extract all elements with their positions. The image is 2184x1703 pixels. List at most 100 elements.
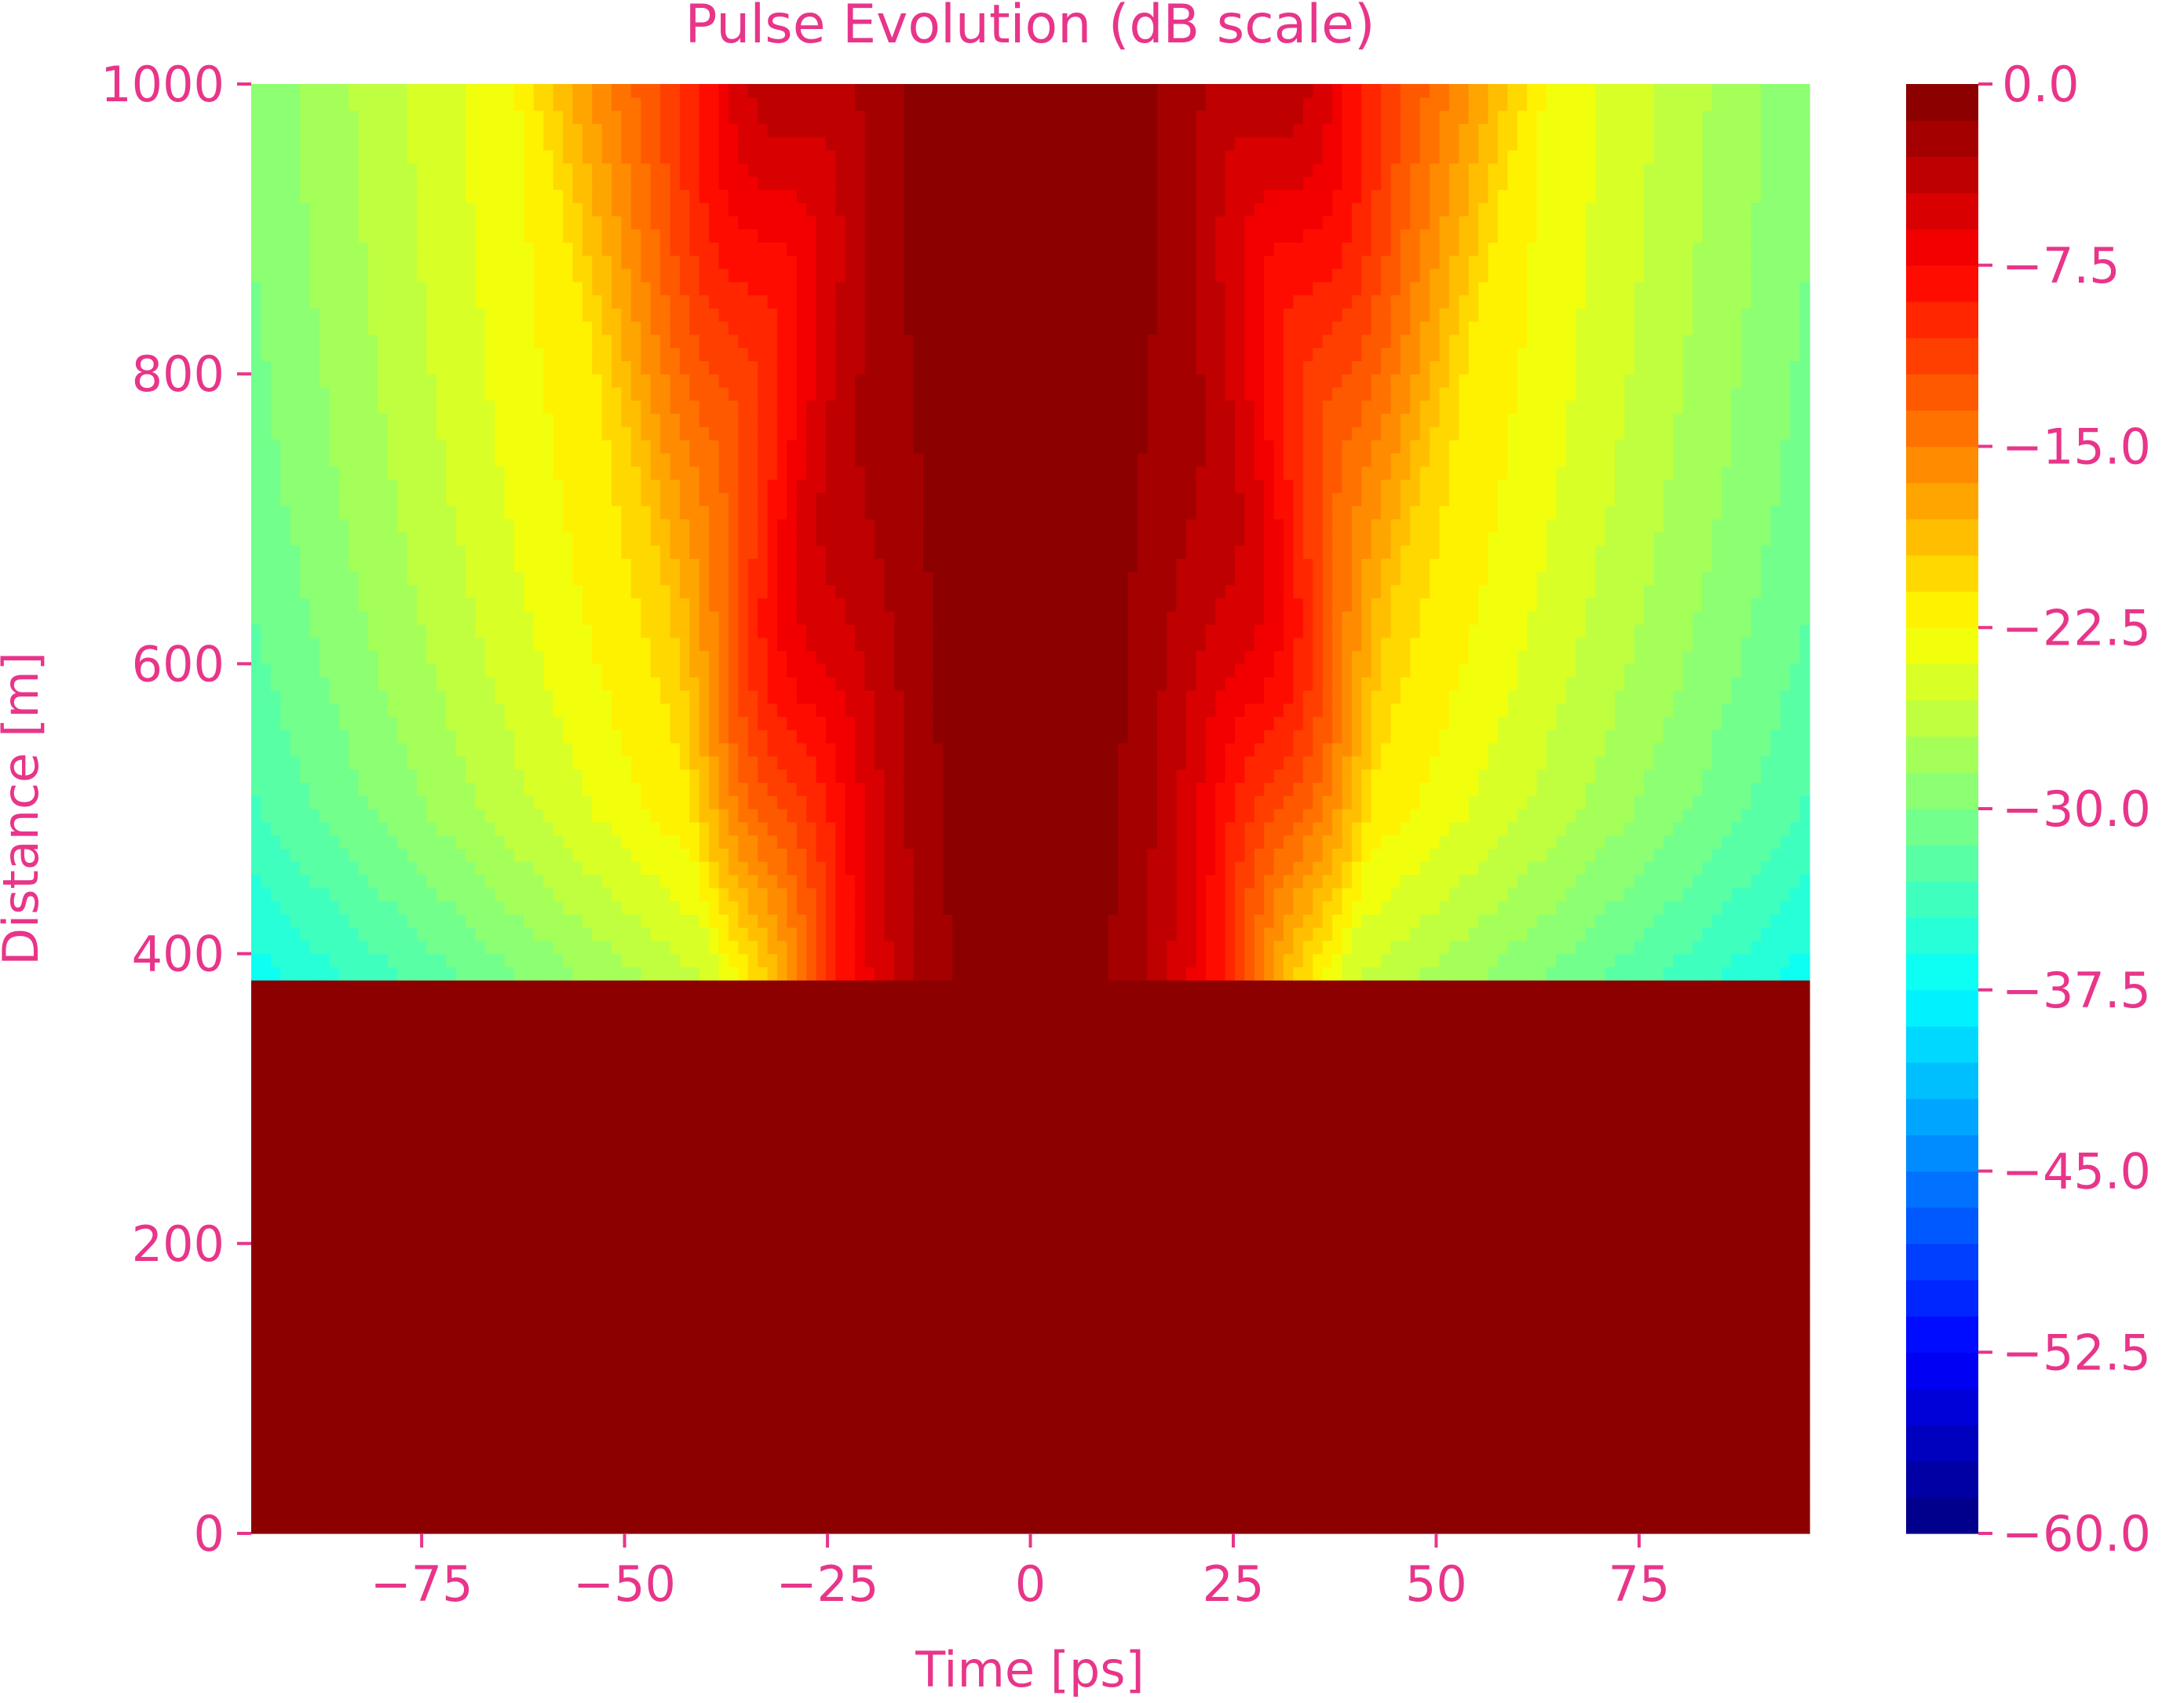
heatmap-cell <box>728 1151 739 1165</box>
heatmap-cell <box>1156 1309 1167 1324</box>
heatmap-cell <box>1244 1151 1255 1165</box>
heatmap-cell <box>1614 1336 1625 1350</box>
heatmap-cell <box>972 1322 983 1336</box>
heatmap-cell <box>1039 1336 1050 1350</box>
heatmap-cell <box>261 1388 272 1402</box>
heatmap-cell <box>1059 1270 1070 1284</box>
heatmap-cell <box>758 1375 769 1389</box>
heatmap-cell <box>309 1111 320 1126</box>
heatmap-cell <box>904 1361 915 1376</box>
heatmap-cell <box>1225 1402 1236 1416</box>
heatmap-cell <box>475 1414 486 1429</box>
heatmap-cell <box>1400 1520 1411 1534</box>
heatmap-cell <box>1419 1243 1430 1258</box>
heatmap-cell <box>484 1243 495 1258</box>
heatmap-cell <box>1790 1454 1801 1468</box>
heatmap-cell <box>864 1427 875 1442</box>
heatmap-cell <box>1430 1164 1441 1179</box>
heatmap-cell <box>1147 1283 1158 1297</box>
heatmap-cell <box>718 1361 729 1376</box>
heatmap-cell <box>1547 1151 1558 1165</box>
heatmap-cell <box>933 1243 944 1258</box>
heatmap-cell <box>1595 1243 1606 1258</box>
heatmap-cell <box>582 1230 593 1244</box>
heatmap-cell <box>475 1309 486 1324</box>
heatmap-cell <box>495 1204 506 1218</box>
heatmap-cell <box>1498 1402 1509 1416</box>
heatmap-cell <box>319 1402 330 1416</box>
heatmap-cell <box>367 1402 378 1416</box>
heatmap-cell <box>1527 1243 1538 1258</box>
heatmap-cell <box>1799 1177 1810 1192</box>
heatmap-cell <box>1001 1256 1012 1270</box>
heatmap-cell <box>709 1427 720 1442</box>
heatmap-cell <box>1371 1361 1382 1376</box>
heatmap-cell <box>1050 1388 1061 1402</box>
heatmap-cell <box>1284 1283 1295 1297</box>
heatmap-cell <box>991 1309 1002 1324</box>
heatmap-cell <box>1196 1217 1207 1231</box>
heatmap-cell <box>1498 1480 1509 1495</box>
heatmap-cell <box>1273 1270 1284 1284</box>
heatmap-cell <box>1673 1243 1684 1258</box>
heatmap-cell <box>338 1388 349 1402</box>
heatmap-cell <box>1780 1322 1791 1336</box>
heatmap-cell <box>1410 1388 1421 1402</box>
heatmap-cell <box>612 1414 623 1429</box>
heatmap-cell <box>1059 1454 1070 1468</box>
heatmap-cell <box>679 1349 690 1363</box>
heatmap-cell <box>524 1388 535 1402</box>
heatmap-cell <box>1498 1217 1509 1231</box>
heatmap-cell <box>1079 1520 1090 1534</box>
heatmap-cell <box>1381 1190 1392 1205</box>
heatmap-cell <box>1196 1361 1207 1376</box>
heatmap-cell <box>1722 1336 1733 1350</box>
heatmap-cell <box>524 1111 535 1126</box>
heatmap-cell <box>1293 1467 1304 1482</box>
heatmap-cell <box>1244 1349 1255 1363</box>
heatmap-cell <box>349 1441 360 1455</box>
heatmap-cell <box>1565 1243 1576 1258</box>
heatmap-cell <box>709 1164 720 1179</box>
heatmap-cell <box>1576 1480 1587 1495</box>
heatmap-cell <box>1644 1204 1655 1218</box>
heatmap-cell <box>679 1467 690 1482</box>
heatmap-cell <box>1215 1375 1226 1389</box>
heatmap-cell <box>553 1520 564 1534</box>
heatmap-cell <box>893 1402 904 1416</box>
heatmap-cell <box>962 1480 973 1495</box>
heatmap-cell <box>952 1204 963 1218</box>
heatmap-cell <box>592 1204 603 1218</box>
heatmap-cell <box>1653 1296 1664 1310</box>
heatmap-cell <box>904 1230 915 1244</box>
heatmap-cell <box>621 1256 632 1270</box>
heatmap-cell <box>533 1467 544 1482</box>
heatmap-cell <box>465 1322 476 1336</box>
heatmap-cell <box>709 1336 720 1350</box>
heatmap-cell <box>981 1414 992 1429</box>
heatmap-cell <box>387 1336 398 1350</box>
heatmap-cell <box>1731 1480 1742 1495</box>
heatmap-cell <box>650 1270 661 1284</box>
heatmap-cell <box>1039 1204 1050 1218</box>
heatmap-cell <box>358 1375 369 1389</box>
heatmap-cell <box>1059 1467 1070 1482</box>
heatmap-cell <box>1400 1217 1411 1231</box>
heatmap-cell <box>884 1230 895 1244</box>
heatmap-cell <box>338 1164 349 1179</box>
heatmap-cell <box>504 1270 515 1284</box>
heatmap-cell <box>601 1361 612 1376</box>
heatmap-cell <box>1419 1480 1430 1495</box>
heatmap-cell <box>484 1177 495 1192</box>
heatmap-cell <box>524 1217 535 1231</box>
heatmap-cell <box>1361 1493 1372 1508</box>
heatmap-cell <box>513 1283 524 1297</box>
heatmap-cell <box>689 1441 700 1455</box>
heatmap-cell <box>1186 1217 1197 1231</box>
heatmap-cell <box>1459 1309 1470 1324</box>
heatmap-cell <box>825 1375 836 1389</box>
heatmap-cell <box>855 1283 866 1297</box>
heatmap-cell <box>1770 1361 1781 1376</box>
heatmap-cell <box>670 1230 681 1244</box>
heatmap-cell <box>1517 1454 1528 1468</box>
